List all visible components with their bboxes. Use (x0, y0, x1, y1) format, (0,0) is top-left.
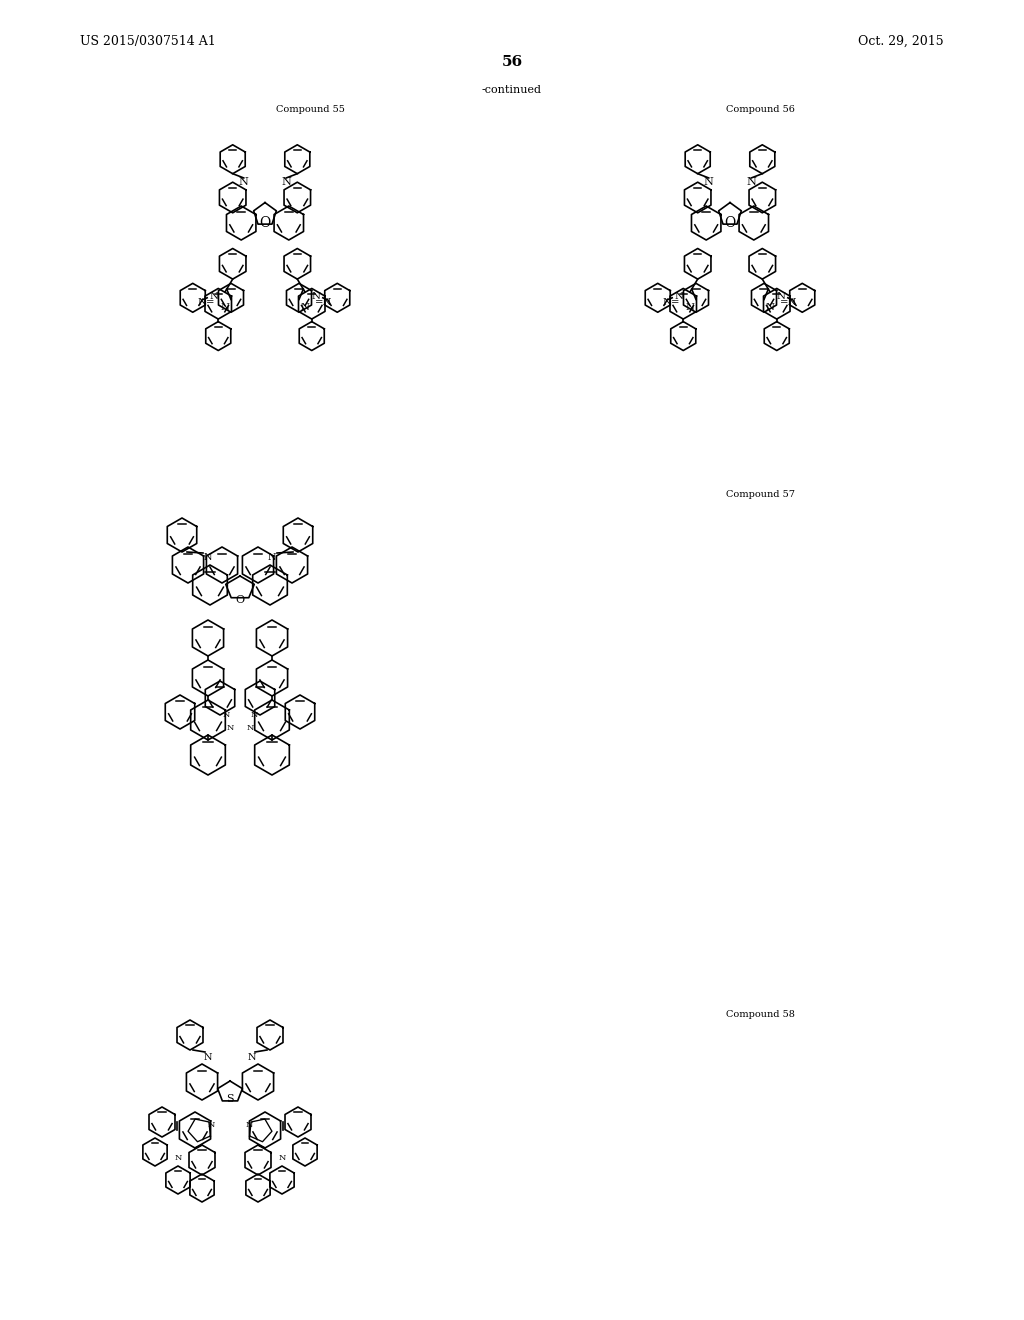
Text: Compound 58: Compound 58 (726, 1010, 795, 1019)
Text: N: N (746, 177, 756, 187)
Text: N: N (703, 177, 714, 187)
Text: N: N (207, 1121, 215, 1129)
Text: N: N (279, 1154, 286, 1162)
Text: O: O (236, 595, 245, 605)
Text: N: N (675, 293, 683, 301)
Text: O: O (259, 216, 270, 230)
Text: Compound 56: Compound 56 (726, 106, 795, 114)
Text: N: N (210, 293, 218, 301)
Text: S: S (226, 1094, 233, 1104)
Text: Oct. 29, 2015: Oct. 29, 2015 (858, 36, 944, 48)
Text: N: N (282, 177, 291, 187)
Text: N: N (204, 553, 212, 562)
Text: N=: N= (198, 297, 215, 306)
Text: =N: =N (315, 297, 333, 306)
Text: N: N (222, 711, 229, 719)
Text: US 2015/0307514 A1: US 2015/0307514 A1 (80, 36, 216, 48)
Text: N: N (776, 293, 785, 301)
Text: N: N (311, 293, 321, 301)
Text: Compound 57: Compound 57 (725, 490, 795, 499)
Text: N: N (300, 304, 309, 313)
Text: N: N (239, 177, 249, 187)
Text: N: N (247, 723, 254, 733)
Text: =N: =N (780, 297, 798, 306)
Text: N: N (250, 711, 258, 719)
Text: N: N (267, 553, 276, 562)
Text: O: O (724, 216, 735, 230)
Text: N: N (220, 304, 229, 313)
Text: -continued: -continued (482, 84, 542, 95)
Text: N=: N= (663, 297, 680, 306)
Text: N: N (766, 304, 774, 313)
Text: N: N (174, 1154, 181, 1162)
Text: Compound 55: Compound 55 (275, 106, 344, 114)
Text: N: N (226, 723, 233, 733)
Text: 56: 56 (502, 55, 522, 69)
Text: N: N (685, 304, 694, 313)
Text: N: N (204, 1053, 212, 1063)
Text: N: N (246, 1121, 253, 1129)
Text: N: N (248, 1053, 256, 1063)
